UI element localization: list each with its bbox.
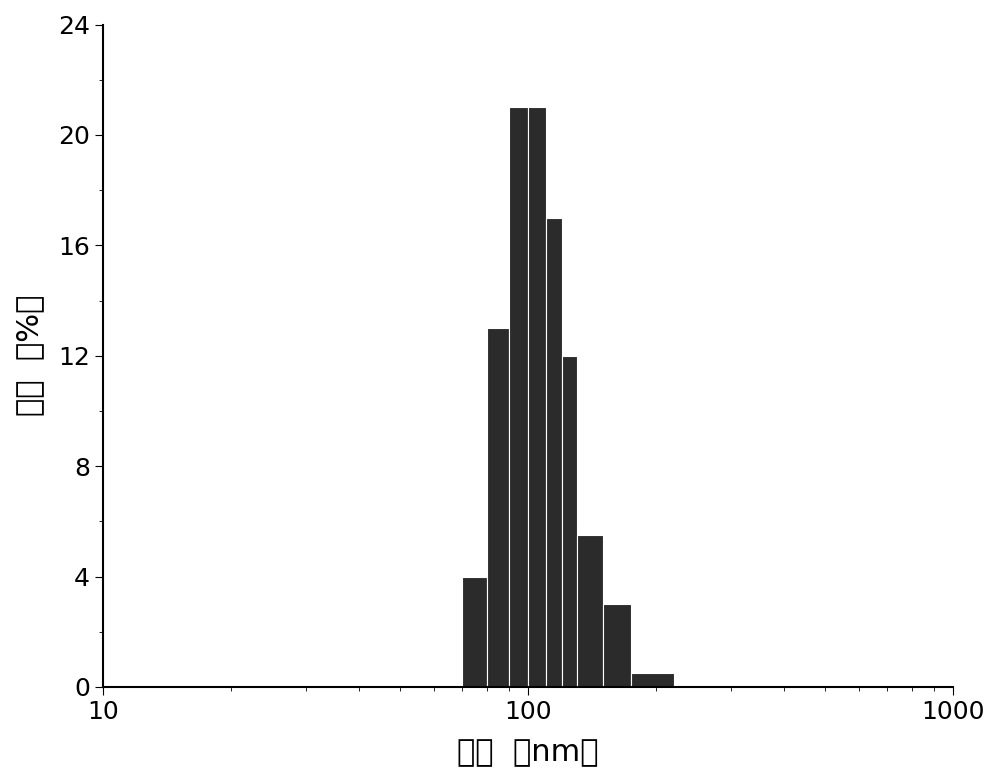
Y-axis label: 强度  （%）: 强度 （%） bbox=[15, 295, 44, 416]
Bar bbox=[462, 576, 487, 687]
X-axis label: 粒径  （nm）: 粒径 （nm） bbox=[457, 738, 599, 767]
Bar bbox=[603, 604, 631, 687]
Bar bbox=[509, 107, 528, 687]
Bar bbox=[562, 356, 577, 687]
Bar bbox=[631, 673, 674, 687]
Bar bbox=[577, 535, 603, 687]
Bar bbox=[487, 328, 509, 687]
Bar bbox=[546, 217, 562, 687]
Bar bbox=[528, 107, 546, 687]
